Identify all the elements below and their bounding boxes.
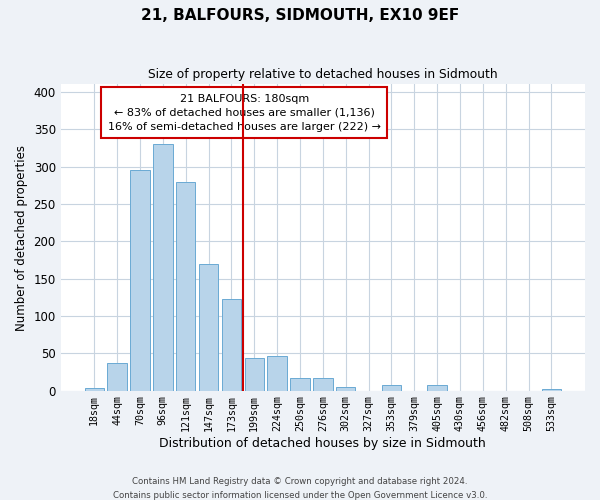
Bar [221, 298, 241, 390]
Bar [542, 389, 561, 390]
X-axis label: Distribution of detached houses by size in Sidmouth: Distribution of detached houses by size … [160, 437, 486, 450]
Text: 21 BALFOURS: 180sqm
← 83% of detached houses are smaller (1,136)
16% of semi-det: 21 BALFOURS: 180sqm ← 83% of detached ho… [107, 94, 380, 132]
Bar [199, 264, 218, 390]
Bar [176, 182, 196, 390]
Title: Size of property relative to detached houses in Sidmouth: Size of property relative to detached ho… [148, 68, 497, 80]
Bar [245, 358, 264, 390]
Bar [313, 378, 332, 390]
Text: Contains HM Land Registry data © Crown copyright and database right 2024.
Contai: Contains HM Land Registry data © Crown c… [113, 478, 487, 500]
Bar [130, 170, 149, 390]
Text: 21, BALFOURS, SIDMOUTH, EX10 9EF: 21, BALFOURS, SIDMOUTH, EX10 9EF [141, 8, 459, 22]
Bar [427, 386, 447, 390]
Bar [336, 387, 355, 390]
Bar [85, 388, 104, 390]
Bar [268, 356, 287, 390]
Bar [290, 378, 310, 390]
Y-axis label: Number of detached properties: Number of detached properties [15, 144, 28, 330]
Bar [153, 144, 173, 390]
Bar [107, 363, 127, 390]
Bar [382, 384, 401, 390]
